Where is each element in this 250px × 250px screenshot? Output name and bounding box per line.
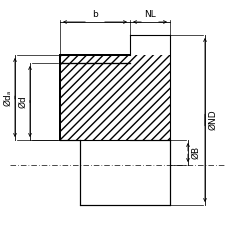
Bar bbox=[60, 55, 130, 140]
Text: Ød: Ød bbox=[18, 95, 27, 108]
Bar bbox=[130, 35, 170, 55]
Bar bbox=[130, 55, 170, 140]
Text: ØB: ØB bbox=[191, 146, 200, 159]
Text: b: b bbox=[92, 10, 98, 19]
Text: ØND: ØND bbox=[208, 110, 217, 130]
Bar bbox=[80, 140, 170, 205]
Text: NL: NL bbox=[144, 10, 156, 19]
Text: Ødₐ: Ødₐ bbox=[3, 89, 12, 106]
